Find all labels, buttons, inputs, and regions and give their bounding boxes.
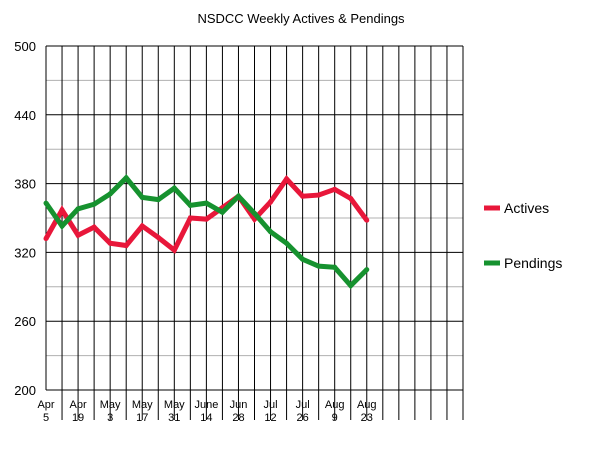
x-tick-label: June 14 <box>194 399 218 424</box>
legend-label-pendings: Pendings <box>504 255 562 271</box>
chart-title: NSDCC Weekly Actives & Pendings <box>197 11 405 26</box>
data-point-pendings <box>235 193 241 199</box>
data-point-pendings <box>284 240 290 246</box>
data-point-pendings <box>155 197 161 203</box>
data-point-pendings <box>316 263 322 269</box>
x-tick-label: Jul 12 <box>264 399 278 424</box>
y-tick-label: 320 <box>14 245 36 260</box>
data-point-pendings <box>59 223 65 229</box>
data-point-pendings <box>107 191 113 197</box>
data-point-pendings <box>268 229 274 235</box>
data-point-actives <box>139 223 145 229</box>
x-tick-label: May 17 <box>132 399 153 424</box>
data-point-actives <box>364 217 370 223</box>
data-point-pendings <box>252 210 257 216</box>
data-point-actives <box>155 234 161 240</box>
data-point-actives <box>187 215 193 221</box>
data-point-actives <box>300 193 306 199</box>
legend-label-actives: Actives <box>504 200 549 216</box>
data-point-pendings <box>139 194 145 200</box>
data-point-pendings <box>203 200 209 206</box>
x-tick-label: Jul 26 <box>296 399 310 424</box>
data-point-actives <box>332 186 338 192</box>
x-tick-label: May 31 <box>164 399 185 424</box>
y-tick-label: 500 <box>14 39 36 54</box>
data-point-actives <box>268 199 274 205</box>
data-point-pendings <box>332 264 338 270</box>
data-point-pendings <box>171 185 177 191</box>
x-tick-label: Aug 9 <box>325 399 345 424</box>
data-point-pendings <box>300 256 306 262</box>
data-point-pendings <box>187 202 193 208</box>
axes: 200 260 320 380 440 500 Apr 5 Apr 19 May 3 May 17 May 3… <box>14 39 376 424</box>
data-point-pendings <box>123 175 129 181</box>
y-tick-label: 260 <box>14 314 36 329</box>
x-tick-label: Jun 28 <box>230 399 248 424</box>
data-point-actives <box>59 207 65 213</box>
y-tick-label: 440 <box>14 108 36 123</box>
data-point-actives <box>316 192 322 198</box>
data-point-pendings <box>364 267 370 273</box>
data-point-actives <box>348 196 354 202</box>
data-point-actives <box>75 232 81 238</box>
x-tick-label: Apr 5 <box>37 399 54 424</box>
data-point-actives <box>43 236 49 242</box>
y-tick-label: 380 <box>14 177 36 192</box>
y-tick-label: 200 <box>14 383 36 398</box>
data-point-pendings <box>91 201 97 207</box>
grid-lines <box>45 45 464 420</box>
data-series <box>43 174 370 290</box>
data-point-actives <box>91 224 97 230</box>
data-point-actives <box>123 243 129 249</box>
legend: Actives Pendings <box>484 200 562 271</box>
data-point-pendings <box>75 206 81 212</box>
x-tick-label: Apr 19 <box>70 399 87 424</box>
data-point-actives <box>107 240 113 246</box>
data-point-actives <box>203 216 209 222</box>
data-point-pendings <box>219 209 225 215</box>
data-point-actives <box>171 247 177 253</box>
data-point-pendings <box>348 283 354 289</box>
x-tick-label: May 3 <box>100 399 121 424</box>
data-point-pendings <box>43 200 49 206</box>
x-tick-label: Aug 23 <box>357 399 377 424</box>
data-point-actives <box>284 176 290 182</box>
